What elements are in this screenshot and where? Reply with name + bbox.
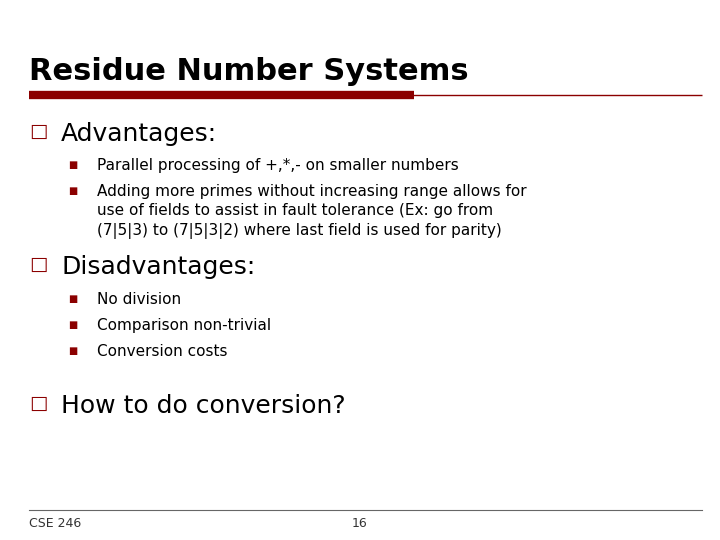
Text: Adding more primes without increasing range allows for
use of fields to assist i: Adding more primes without increasing ra… xyxy=(97,184,527,239)
Text: ■: ■ xyxy=(68,346,78,356)
Text: How to do conversion?: How to do conversion? xyxy=(61,394,346,418)
Text: Advantages:: Advantages: xyxy=(61,122,217,145)
Text: ■: ■ xyxy=(68,320,78,330)
Text: □: □ xyxy=(29,394,48,413)
Text: ■: ■ xyxy=(68,294,78,304)
Text: ■: ■ xyxy=(68,186,78,196)
Text: Conversion costs: Conversion costs xyxy=(97,344,228,359)
Text: ■: ■ xyxy=(68,160,78,170)
Text: □: □ xyxy=(29,122,48,140)
Text: CSE 246: CSE 246 xyxy=(29,517,81,530)
Text: 16: 16 xyxy=(352,517,368,530)
Text: Residue Number Systems: Residue Number Systems xyxy=(29,57,469,86)
Text: □: □ xyxy=(29,255,48,274)
Text: Comparison non-trivial: Comparison non-trivial xyxy=(97,318,271,333)
Text: Disadvantages:: Disadvantages: xyxy=(61,255,256,279)
Text: No division: No division xyxy=(97,292,181,307)
Text: Parallel processing of +,*,- on smaller numbers: Parallel processing of +,*,- on smaller … xyxy=(97,158,459,173)
